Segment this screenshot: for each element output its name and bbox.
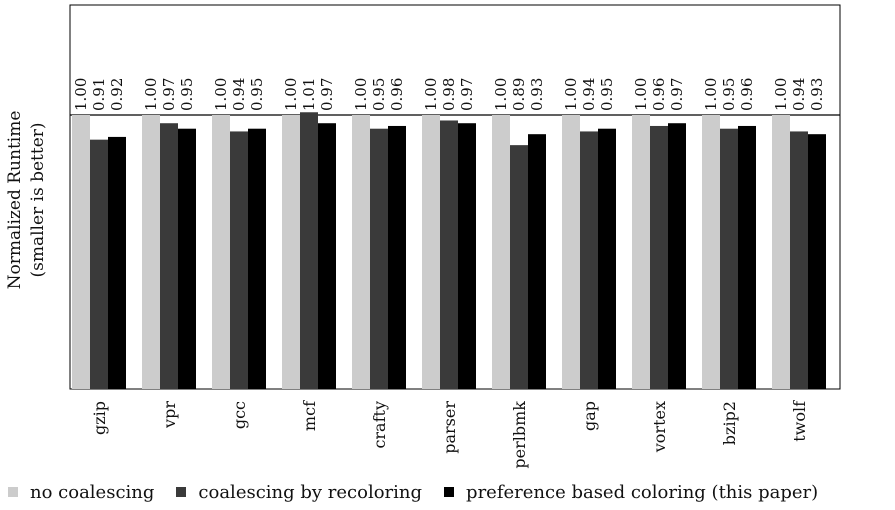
x-tick-label-vpr: vpr [160, 401, 179, 429]
bar-gzip-series-2 [90, 139, 108, 389]
bar-perlbmk-series-1 [492, 115, 510, 389]
legend-item-coalescing-by-recoloring: coalescing by recoloring [176, 482, 422, 503]
x-tick-label-perlbmk: perlbmk [510, 401, 529, 469]
value-label-perlbmk-series-1: 1.00 [492, 78, 510, 111]
value-label-gap-series-1: 1.00 [562, 78, 580, 111]
bar-vortex-series-1 [632, 115, 650, 389]
value-label-vpr-series-2: 0.97 [160, 78, 178, 111]
y-axis-title-group: Normalized Runtime (smaller is better) [5, 111, 48, 290]
bar-gzip-series-3 [108, 136, 126, 389]
legend-item-no-coalescing: no coalescing [8, 482, 154, 503]
value-label-gzip-series-3: 0.92 [108, 78, 126, 111]
value-label-twolf-series-2: 0.94 [790, 78, 808, 111]
x-tick-label-mcf: mcf [300, 400, 319, 431]
value-label-gzip-series-2: 0.91 [90, 78, 108, 111]
bar-vpr-series-3 [178, 128, 196, 389]
x-tick-label-gzip: gzip [90, 401, 109, 435]
value-label-mcf-series-3: 0.97 [318, 78, 336, 111]
bar-gzip-series-1 [72, 115, 90, 389]
legend-swatch-preference-based-coloring [444, 487, 455, 497]
value-label-twolf-series-1: 1.00 [772, 78, 790, 111]
value-label-perlbmk-series-2: 0.89 [510, 78, 528, 111]
bar-mcf-series-1 [282, 115, 300, 389]
legend-item-preference-based-coloring: preference based coloring (this paper) [444, 482, 818, 503]
value-label-mcf-series-1: 1.00 [282, 78, 300, 111]
bar-mcf-series-3 [318, 123, 336, 389]
bar-parser-series-3 [458, 123, 476, 389]
bar-mcf-series-2 [300, 112, 318, 389]
bar-gap-series-1 [562, 115, 580, 389]
legend-swatch-no-coalescing [8, 487, 18, 497]
bar-bzip2-series-2 [720, 128, 738, 389]
bar-bzip2-series-3 [738, 125, 756, 390]
value-label-gcc-series-2: 0.94 [230, 78, 248, 111]
x-tick-label-parser: parser [440, 401, 459, 454]
bar-perlbmk-series-2 [510, 145, 528, 389]
bar-vortex-series-3 [668, 123, 686, 389]
bar-gcc-series-2 [230, 131, 248, 389]
bar-twolf-series-2 [790, 131, 808, 389]
bar-bzip2-series-1 [702, 115, 720, 389]
x-tick-label-gcc: gcc [230, 401, 249, 429]
value-label-vpr-series-1: 1.00 [142, 78, 160, 111]
value-label-vortex-series-3: 0.97 [668, 78, 686, 111]
value-label-gap-series-3: 0.95 [598, 78, 616, 111]
x-tick-labels-group: gzip vpr gcc mcf crafty parser perlbmk gap vorte… [90, 400, 809, 469]
value-label-gcc-series-3: 0.95 [248, 78, 266, 111]
value-label-parser-series-3: 0.97 [458, 78, 476, 111]
bar-chart: 1.00 0.91 0.92 1.00 0.97 0.95 1.00 0.94 0.95 1.00… [5, 4, 841, 469]
value-label-crafty-series-3: 0.96 [388, 78, 406, 111]
value-label-crafty-series-2: 0.95 [370, 78, 388, 111]
value-label-vpr-series-3: 0.95 [178, 78, 196, 111]
bar-crafty-series-2 [370, 128, 388, 389]
bar-vortex-series-2 [650, 125, 668, 390]
bar-gcc-series-1 [212, 115, 230, 389]
x-tick-label-vortex: vortex [650, 401, 669, 453]
y-axis-subtitle: (smaller is better) [28, 122, 48, 277]
value-label-vortex-series-1: 1.00 [632, 78, 650, 111]
bar-vpr-series-1 [142, 115, 160, 389]
bar-gap-series-2 [580, 131, 598, 389]
value-label-parser-series-2: 0.98 [440, 78, 458, 111]
value-label-bzip2-series-3: 0.96 [738, 78, 756, 111]
bar-parser-series-1 [422, 115, 440, 389]
value-label-gzip-series-1: 1.00 [72, 78, 90, 111]
x-tick-label-bzip2: bzip2 [720, 401, 739, 445]
bar-twolf-series-1 [772, 115, 790, 389]
legend-label-coalescing-by-recoloring: coalescing by recoloring [198, 481, 423, 503]
value-label-mcf-series-2: 1.01 [300, 78, 318, 111]
legend-label-no-coalescing: no coalescing [30, 481, 155, 503]
y-axis-title: Normalized Runtime [5, 111, 25, 290]
bar-crafty-series-1 [352, 115, 370, 389]
x-tick-label-twolf: twolf [790, 400, 809, 442]
legend-label-preference-based-coloring: preference based coloring (this paper) [466, 481, 819, 503]
x-tick-label-crafty: crafty [370, 401, 389, 449]
bar-parser-series-2 [440, 120, 458, 389]
value-labels-group: 1.00 0.91 0.92 1.00 0.97 0.95 1.00 0.94 0.95 1.00… [72, 78, 826, 111]
value-label-gcc-series-1: 1.00 [212, 78, 230, 111]
bar-vpr-series-2 [160, 123, 178, 389]
bars-group [72, 112, 826, 390]
value-label-twolf-series-3: 0.93 [808, 78, 826, 111]
legend-swatch-coalescing-by-recoloring [176, 487, 187, 497]
bar-crafty-series-3 [388, 125, 406, 390]
value-label-bzip2-series-1: 1.00 [702, 78, 720, 111]
legend: no coalescing coalescing by recoloring p… [8, 480, 818, 504]
bar-perlbmk-series-3 [528, 134, 546, 389]
value-label-vortex-series-2: 0.96 [650, 78, 668, 111]
value-label-perlbmk-series-3: 0.93 [528, 78, 546, 111]
bar-gap-series-3 [598, 128, 616, 389]
value-label-parser-series-1: 1.00 [422, 78, 440, 111]
bar-gcc-series-3 [248, 128, 266, 389]
value-label-crafty-series-1: 1.00 [352, 78, 370, 111]
x-tick-label-gap: gap [580, 401, 599, 431]
bar-twolf-series-3 [808, 134, 826, 389]
value-label-gap-series-2: 0.94 [580, 78, 598, 111]
value-label-bzip2-series-2: 0.95 [720, 78, 738, 111]
